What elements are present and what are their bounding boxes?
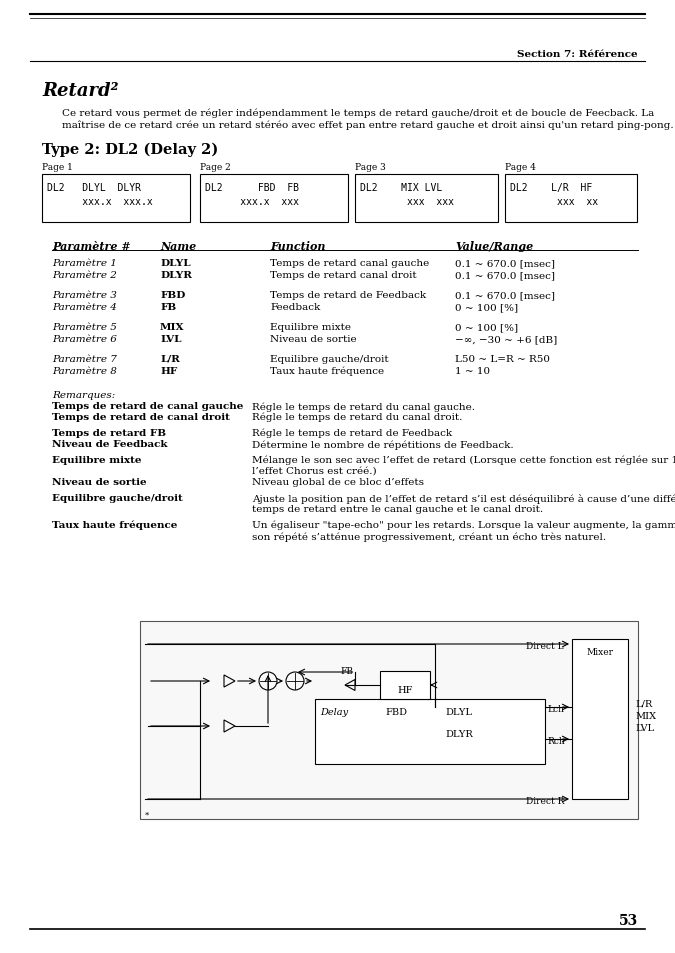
Text: Ajuste la position pan de l’effet de retard s’il est déséquilibré à cause d’une : Ajuste la position pan de l’effet de ret…	[252, 494, 675, 503]
Text: Paramètre 4: Paramètre 4	[52, 303, 117, 312]
Text: HF: HF	[160, 367, 178, 375]
Text: Mélange le son sec avec l’effet de retard (Lorsque cette fonction est réglée sur: Mélange le son sec avec l’effet de retar…	[252, 456, 675, 465]
Text: Equilibre mixte: Equilibre mixte	[270, 323, 351, 332]
Text: 0.1 ~ 670.0 [msec]: 0.1 ~ 670.0 [msec]	[455, 258, 555, 268]
Text: Temps de retard de canal droit: Temps de retard de canal droit	[52, 413, 230, 421]
Text: Remarques:: Remarques:	[52, 391, 115, 399]
Text: Section 7: Référence: Section 7: Référence	[517, 50, 638, 59]
Text: l’effet Chorus est créé.): l’effet Chorus est créé.)	[252, 467, 377, 476]
Text: Paramètre #: Paramètre #	[52, 241, 131, 252]
Text: −∞, −30 ~ +6 [dB]: −∞, −30 ~ +6 [dB]	[455, 335, 558, 344]
Text: FBD: FBD	[385, 707, 407, 717]
Text: Niveau de sortie: Niveau de sortie	[270, 335, 356, 344]
Text: Temps de retard de Feedback: Temps de retard de Feedback	[270, 291, 426, 299]
Text: Feedback: Feedback	[270, 303, 320, 312]
Text: FBD: FBD	[160, 291, 186, 299]
Text: 1 ~ 10: 1 ~ 10	[455, 367, 490, 375]
Text: Retard²: Retard²	[42, 82, 119, 100]
Text: FB: FB	[340, 666, 353, 676]
Text: Equilibre gauche/droit: Equilibre gauche/droit	[270, 355, 389, 364]
Bar	[200, 174, 348, 223]
Text: DLYR: DLYR	[160, 271, 192, 280]
Text: Equilibre mixte: Equilibre mixte	[52, 456, 142, 464]
Text: Type 2: DL2 (Delay 2): Type 2: DL2 (Delay 2)	[42, 143, 218, 157]
Text: LVL: LVL	[635, 723, 654, 732]
Text: Page 3: Page 3	[355, 163, 385, 172]
Bar	[380, 671, 430, 700]
Text: Taux haute fréquence: Taux haute fréquence	[270, 367, 384, 376]
Text: Rch: Rch	[547, 737, 565, 745]
Text: DLYL: DLYL	[160, 258, 190, 268]
Text: FB: FB	[160, 303, 176, 312]
Text: Paramètre 2: Paramètre 2	[52, 271, 117, 280]
Bar	[355, 174, 498, 223]
Text: 0.1 ~ 670.0 [msec]: 0.1 ~ 670.0 [msec]	[455, 271, 555, 280]
Text: Paramètre 7: Paramètre 7	[52, 355, 117, 364]
Text: xxx.x  xxx.x: xxx.x xxx.x	[47, 196, 153, 207]
Text: Temps de retard de canal gauche: Temps de retard de canal gauche	[52, 401, 244, 411]
Text: Régle le temps de retard du canal gauche.: Régle le temps de retard du canal gauche…	[252, 401, 475, 411]
Text: LVL: LVL	[160, 335, 182, 344]
Text: Régle le temps de retard de Feedback: Régle le temps de retard de Feedback	[252, 429, 452, 438]
Text: L50 ~ L=R ~ R50: L50 ~ L=R ~ R50	[455, 355, 550, 364]
Text: Paramètre 5: Paramètre 5	[52, 323, 117, 332]
Text: Un égaliseur "tape-echo" pour les retards. Lorsque la valeur augmente, la gamme : Un égaliseur "tape-echo" pour les retard…	[252, 520, 675, 530]
Text: DL2    MIX LVL: DL2 MIX LVL	[360, 183, 442, 193]
Bar	[42, 174, 190, 223]
Text: 0 ~ 100 [%]: 0 ~ 100 [%]	[455, 323, 518, 332]
Text: Page 1: Page 1	[42, 163, 73, 172]
Text: 53: 53	[619, 913, 638, 927]
Text: DL2    L/R  HF: DL2 L/R HF	[510, 183, 592, 193]
Text: Mixer: Mixer	[587, 647, 614, 657]
Text: DLYL: DLYL	[445, 707, 472, 717]
Text: Direct R: Direct R	[526, 796, 564, 805]
Text: Niveau de sortie: Niveau de sortie	[52, 477, 146, 486]
Text: son répété s’atténue progressivement, créant un écho très naturel.: son répété s’atténue progressivement, cr…	[252, 532, 606, 541]
Text: Delay: Delay	[320, 707, 348, 717]
Text: Page 2: Page 2	[200, 163, 231, 172]
Text: Ce retard vous permet de régler indépendamment le temps de retard gauche/droit e: Ce retard vous permet de régler indépend…	[62, 108, 654, 117]
Text: Name: Name	[160, 241, 196, 252]
Text: Equilibre gauche/droit: Equilibre gauche/droit	[52, 494, 183, 502]
Text: xxx  xxx: xxx xxx	[360, 196, 454, 207]
Text: temps de retard entre le canal gauche et le canal droit.: temps de retard entre le canal gauche et…	[252, 504, 543, 514]
Text: Détermine le nombre de répétitions de Feedback.: Détermine le nombre de répétitions de Fe…	[252, 439, 514, 449]
Bar	[572, 639, 628, 800]
Bar	[315, 700, 545, 764]
Text: HF: HF	[398, 685, 412, 695]
Text: Paramètre 6: Paramètre 6	[52, 335, 117, 344]
Text: MIX: MIX	[160, 323, 184, 332]
Text: Page 4: Page 4	[505, 163, 536, 172]
Text: Paramètre 8: Paramètre 8	[52, 367, 117, 375]
Text: xxx.x  xxx: xxx.x xxx	[205, 196, 299, 207]
Text: Value/Range: Value/Range	[455, 241, 533, 252]
Text: Régle le temps de retard du canal droit.: Régle le temps de retard du canal droit.	[252, 413, 462, 422]
Text: L/R: L/R	[635, 700, 652, 708]
Text: 0 ~ 100 [%]: 0 ~ 100 [%]	[455, 303, 518, 312]
Text: maîtrise de ce retard crée un retard stéréo avec effet pan entre retard gauche e: maîtrise de ce retard crée un retard sté…	[62, 120, 674, 130]
Text: DL2   DLYL  DLYR: DL2 DLYL DLYR	[47, 183, 141, 193]
Text: MIX: MIX	[635, 711, 656, 720]
Text: Niveau global de ce bloc d’effets: Niveau global de ce bloc d’effets	[252, 477, 424, 486]
Text: Temps de retard canal gauche: Temps de retard canal gauche	[270, 258, 429, 268]
Text: Paramètre 1: Paramètre 1	[52, 258, 117, 268]
Text: L/R: L/R	[160, 355, 180, 364]
Text: xxx  xx: xxx xx	[510, 196, 598, 207]
Text: *: *	[145, 811, 149, 820]
Text: Direct L: Direct L	[526, 641, 564, 650]
Text: Temps de retard canal droit: Temps de retard canal droit	[270, 271, 416, 280]
Bar	[505, 174, 637, 223]
Text: DL2      FBD  FB: DL2 FBD FB	[205, 183, 299, 193]
Text: Paramètre 3: Paramètre 3	[52, 291, 117, 299]
Text: Lch: Lch	[547, 704, 564, 713]
Text: Niveau de Feedback: Niveau de Feedback	[52, 439, 167, 449]
Text: Taux haute fréquence: Taux haute fréquence	[52, 520, 178, 530]
Text: Function: Function	[270, 241, 325, 252]
Bar	[140, 621, 638, 820]
Text: Temps de retard FB: Temps de retard FB	[52, 429, 166, 437]
Text: DLYR: DLYR	[445, 729, 472, 739]
Text: 0.1 ~ 670.0 [msec]: 0.1 ~ 670.0 [msec]	[455, 291, 555, 299]
